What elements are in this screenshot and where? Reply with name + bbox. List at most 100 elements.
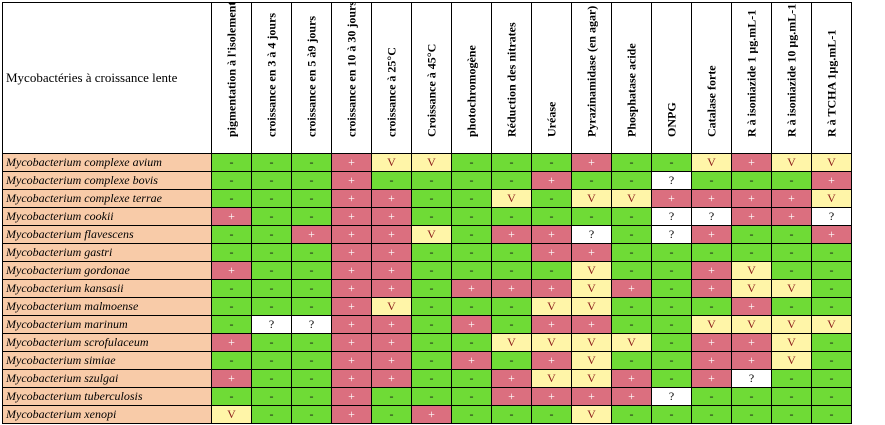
result-cell: ? xyxy=(651,171,692,190)
result-cell: V xyxy=(691,153,732,172)
result-cell: + xyxy=(211,369,252,388)
result-cell: - xyxy=(451,207,492,226)
result-cell: ? xyxy=(651,207,692,226)
result-cell: - xyxy=(291,297,332,316)
result-cell: + xyxy=(331,369,372,388)
result-cell: + xyxy=(691,225,732,244)
result-cell: - xyxy=(611,405,652,424)
species-name: Mycobacterium gastri xyxy=(2,243,212,262)
species-name: Mycobacterium malmoense xyxy=(2,297,212,316)
result-cell: - xyxy=(491,207,532,226)
result-cell: V xyxy=(571,297,612,316)
result-cell: - xyxy=(211,387,252,406)
species-name: Mycobacterium kansasii xyxy=(2,279,212,298)
result-cell: V xyxy=(731,315,772,334)
species-name: Mycobacterium xenopi xyxy=(2,405,212,424)
result-cell: - xyxy=(251,207,292,226)
result-cell: - xyxy=(411,315,452,334)
column-header-label: R à TCHA 1µg.mL-1 xyxy=(824,29,838,137)
result-cell: - xyxy=(651,333,692,352)
result-cell: V xyxy=(491,333,532,352)
column-header-label: Pyrazinamidase (en agar) xyxy=(584,5,598,137)
result-cell: - xyxy=(731,171,772,190)
result-cell: + xyxy=(371,333,412,352)
result-cell: + xyxy=(531,351,572,370)
result-cell: V xyxy=(771,153,812,172)
result-cell: + xyxy=(371,261,412,280)
table-row: Mycobacterium scrofulaceum + - - + + - - V V V V - + +… xyxy=(2,333,852,352)
result-cell: - xyxy=(731,243,772,262)
result-cell: - xyxy=(531,405,572,424)
column-header-label: R à isoniazide 10 µg.mL-1 xyxy=(784,3,798,137)
result-cell: - xyxy=(531,189,572,208)
result-cell: ? xyxy=(571,225,612,244)
result-cell: - xyxy=(611,225,652,244)
result-cell: V xyxy=(571,279,612,298)
result-cell: - xyxy=(771,171,812,190)
result-cell: - xyxy=(411,171,452,190)
result-cell: - xyxy=(291,333,332,352)
table-row: Mycobacterium kansasii - - - + + - + + + V + - + V V - xyxy=(2,279,852,298)
result-cell: - xyxy=(411,189,452,208)
result-cell: V xyxy=(811,153,852,172)
result-cell: + xyxy=(371,351,412,370)
result-cell: - xyxy=(651,369,692,388)
result-cell: - xyxy=(451,387,492,406)
result-cell: + xyxy=(571,315,612,334)
mycobacteria-table: Mycobactéries à croissance lente pigment… xyxy=(2,2,852,424)
species-name: Mycobacterium scrofulaceum xyxy=(2,333,212,352)
result-cell: + xyxy=(531,243,572,262)
result-cell: V xyxy=(371,297,412,316)
result-cell: - xyxy=(611,171,652,190)
result-cell: + xyxy=(811,171,852,190)
result-cell: + xyxy=(531,225,572,244)
result-cell: + xyxy=(571,153,612,172)
result-cell: - xyxy=(211,153,252,172)
result-cell: + xyxy=(691,351,732,370)
result-cell: - xyxy=(651,279,692,298)
column-header-label: croissance à 25°C xyxy=(384,47,398,137)
column-header-label: Phosphatase acide xyxy=(624,43,638,137)
result-cell: - xyxy=(771,225,812,244)
result-cell: + xyxy=(651,189,692,208)
result-cell: - xyxy=(771,261,812,280)
result-cell: - xyxy=(811,333,852,352)
result-cell: - xyxy=(291,189,332,208)
result-cell: - xyxy=(651,261,692,280)
result-cell: - xyxy=(811,279,852,298)
result-cell: - xyxy=(411,261,452,280)
result-cell: V xyxy=(771,351,812,370)
result-cell: - xyxy=(771,387,812,406)
result-cell: - xyxy=(291,369,332,388)
result-cell: - xyxy=(411,297,452,316)
result-cell: V xyxy=(411,153,452,172)
result-cell: - xyxy=(291,207,332,226)
result-cell: - xyxy=(291,387,332,406)
table-row: Mycobacterium complexe avium - - - + V V - - - + - -… xyxy=(2,153,852,172)
result-cell: + xyxy=(531,279,572,298)
result-cell: V xyxy=(811,189,852,208)
result-cell: V xyxy=(571,333,612,352)
result-cell: + xyxy=(211,261,252,280)
result-cell: + xyxy=(611,369,652,388)
column-header-label: photochromogène xyxy=(464,45,478,137)
result-cell: + xyxy=(331,243,372,262)
result-cell: - xyxy=(211,315,252,334)
result-cell: - xyxy=(611,153,652,172)
result-cell: - xyxy=(611,261,652,280)
result-cell: - xyxy=(251,243,292,262)
result-cell: - xyxy=(451,261,492,280)
column-header: R à TCHA 1µg.mL-1 xyxy=(811,2,852,154)
result-cell: + xyxy=(291,225,332,244)
result-cell: - xyxy=(691,171,732,190)
result-cell: + xyxy=(691,279,732,298)
result-cell: ? xyxy=(651,225,692,244)
column-header: Réduction des nitrates xyxy=(491,2,532,154)
result-cell: - xyxy=(451,225,492,244)
result-cell: + xyxy=(371,189,412,208)
column-header-label: ONPG xyxy=(664,102,678,137)
result-cell: + xyxy=(691,189,732,208)
result-cell: - xyxy=(771,405,812,424)
column-header: pigmentation à l'isolement xyxy=(211,2,252,154)
result-cell: + xyxy=(451,315,492,334)
